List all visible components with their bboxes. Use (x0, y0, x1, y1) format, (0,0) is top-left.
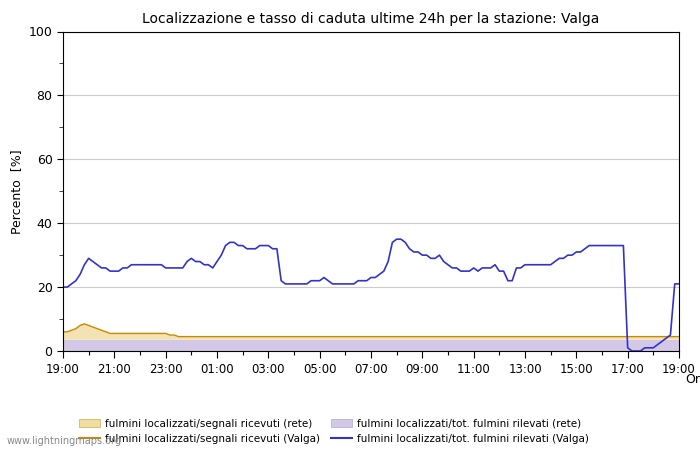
Legend: fulmini localizzati/segnali ricevuti (rete), fulmini localizzati/segnali ricevut: fulmini localizzati/segnali ricevuti (re… (75, 414, 593, 448)
Text: www.lightningmaps.org: www.lightningmaps.org (7, 436, 122, 446)
Title: Localizzazione e tasso di caduta ultime 24h per la stazione: Valga: Localizzazione e tasso di caduta ultime … (142, 12, 600, 26)
Y-axis label: Percento  [%]: Percento [%] (10, 149, 23, 234)
Text: Orario: Orario (685, 374, 700, 387)
